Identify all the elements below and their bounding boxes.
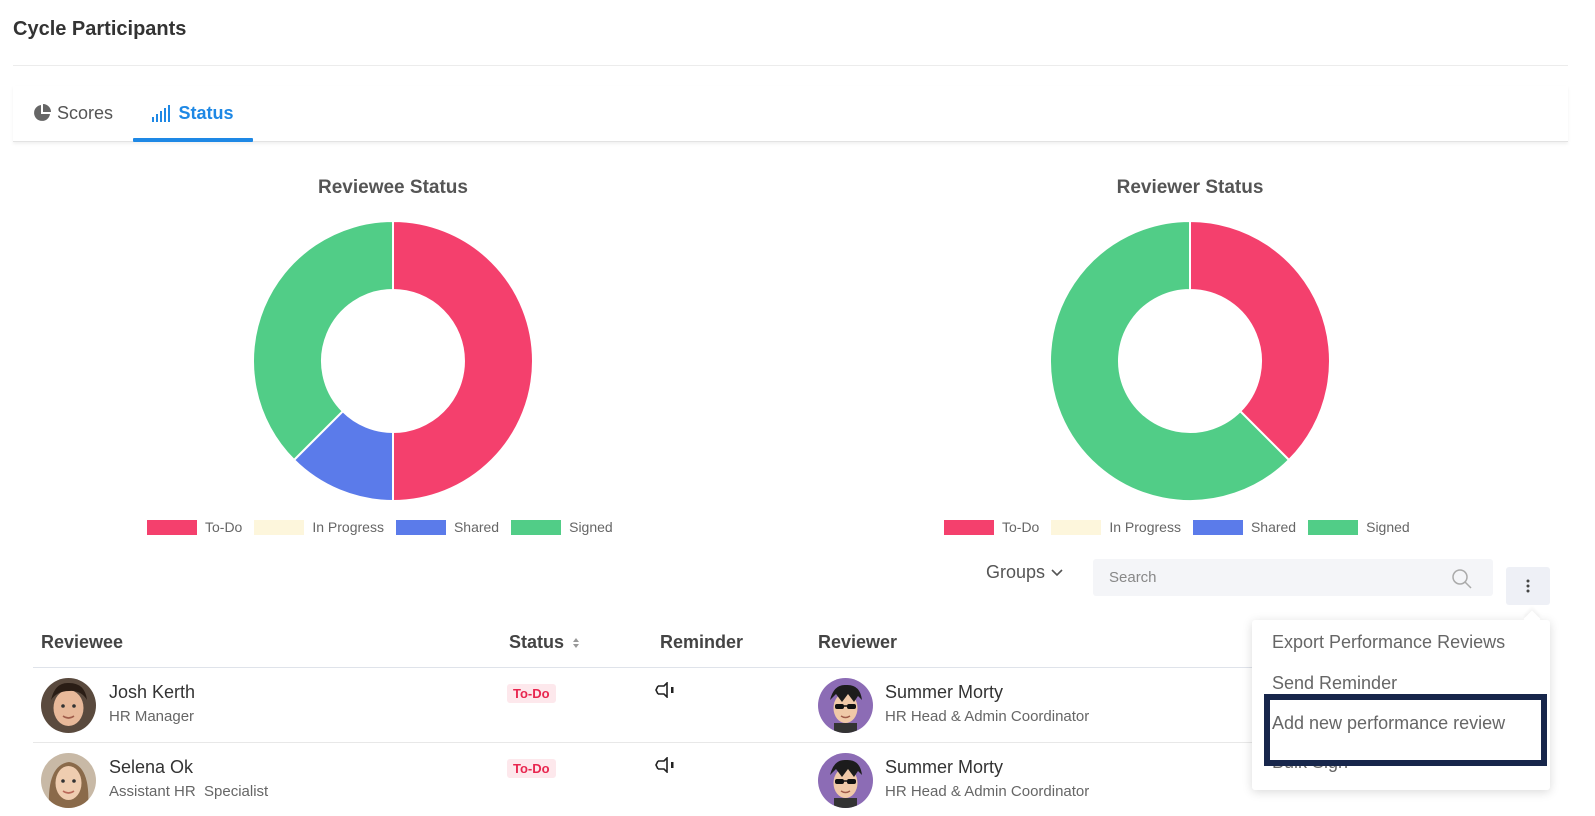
reviewer-avatar	[818, 753, 873, 808]
tab-scores[interactable]: Scores	[33, 86, 113, 140]
legend-swatch	[1308, 519, 1359, 535]
table-row: Josh Kerth HR Manager To-Do Summer Morty…	[33, 668, 1283, 743]
table-header-divider	[33, 667, 1283, 668]
slice-signed[interactable]	[252, 219, 394, 462]
reviewer-chart-legend: To-Do In Progress Shared Signed	[944, 519, 1422, 535]
header-reviewee: Reviewee	[41, 632, 124, 652]
row-divider	[33, 742, 1283, 743]
chevron-down-icon	[1051, 568, 1063, 576]
scrollbar[interactable]	[1567, 0, 1595, 816]
highlight-box	[1264, 694, 1547, 766]
status-badge: To-Do	[507, 759, 556, 778]
reminder-bell-icon[interactable]	[655, 757, 677, 773]
reviewer-chart-title: Reviewer Status	[1116, 177, 1264, 198]
reviewee-name[interactable]: Selena Ok	[109, 757, 194, 777]
legend-swatch	[1051, 519, 1102, 535]
legend-swatch	[1192, 519, 1243, 535]
reviewer-name[interactable]: Summer Morty	[885, 757, 1004, 777]
title-divider	[13, 65, 1568, 66]
legend-swatch	[395, 519, 446, 535]
reviewee-role: Assistant HR Specialist	[109, 783, 269, 800]
legend-swatch	[254, 519, 305, 535]
kebab-icon	[1526, 579, 1530, 593]
reminder-bell-icon[interactable]	[655, 682, 677, 698]
avatar	[41, 678, 96, 733]
legend-item-shared[interactable]: Shared	[1192, 519, 1297, 535]
status-badge: To-Do	[507, 684, 556, 703]
reviewer-avatar	[818, 678, 873, 733]
header-reviewer: Reviewer	[818, 632, 898, 652]
reviewer-role: HR Head & Admin Coordinator	[885, 783, 1090, 800]
legend-swatch	[147, 519, 197, 535]
search-box	[1093, 559, 1493, 596]
reviewee-name[interactable]: Josh Kerth	[109, 682, 196, 702]
tab-bar: Scores Status	[13, 86, 1568, 142]
groups-dropdown[interactable]: Groups	[986, 562, 1063, 583]
legend-label: Signed	[1366, 519, 1410, 535]
tab-status[interactable]: Status	[133, 86, 253, 142]
table-row: Selena Ok Assistant HR Specialist To-Do …	[33, 743, 1283, 816]
reviewee-chart-title: Reviewee Status	[318, 177, 468, 198]
legend-label: Shared	[1250, 519, 1297, 535]
sort-icon[interactable]	[572, 637, 580, 649]
tab-scores-label: Scores	[57, 102, 114, 123]
groups-label: Groups	[986, 562, 1046, 582]
more-actions-button[interactable]	[1506, 567, 1550, 605]
legend-label: Shared	[453, 519, 500, 535]
reviewer-status-donut	[1049, 219, 1331, 502]
legend-item-signed[interactable]: Signed	[511, 519, 613, 535]
header-status-label: Status	[509, 632, 565, 652]
menu-item-send-reminder[interactable]: Send Reminder	[1272, 673, 1398, 693]
reviewer-name[interactable]: Summer Morty	[885, 682, 1004, 702]
reviewee-role: HR Manager	[109, 708, 195, 725]
reviewer-role: HR Head & Admin Coordinator	[885, 708, 1090, 725]
slice-todo[interactable]	[1189, 219, 1331, 462]
legend-item-todo[interactable]: To-Do	[147, 519, 242, 535]
legend-item-signed[interactable]: Signed	[1308, 519, 1410, 535]
legend-label: In Progress	[1109, 519, 1181, 535]
legend-label: To-Do	[1002, 519, 1040, 535]
legend-item-shared[interactable]: Shared	[395, 519, 500, 535]
legend-label: Signed	[569, 519, 613, 535]
legend-label: To-Do	[205, 519, 243, 535]
menu-item-export[interactable]: Export Performance Reviews	[1272, 632, 1506, 652]
legend-item-todo[interactable]: To-Do	[944, 519, 1039, 535]
menu-item-add-review[interactable]: Add new performance review	[1272, 713, 1506, 733]
search-icon[interactable]	[1451, 568, 1473, 590]
slice-todo[interactable]	[392, 219, 534, 503]
page-title: Cycle Participants	[13, 18, 187, 40]
legend-item-in-progress[interactable]: In Progress	[1051, 519, 1181, 535]
reviewee-chart-legend: To-Do In Progress Shared Signed	[147, 519, 625, 535]
signal-bars-icon	[152, 105, 171, 122]
legend-label: In Progress	[312, 519, 384, 535]
avatar	[41, 753, 96, 808]
header-status[interactable]: Status	[509, 632, 580, 653]
reviewee-status-donut	[252, 219, 534, 503]
legend-swatch	[944, 519, 994, 535]
slice-signed[interactable]	[1049, 219, 1291, 502]
legend-swatch	[511, 519, 562, 535]
search-input[interactable]	[1093, 569, 1443, 586]
header-reminder: Reminder	[660, 632, 744, 652]
legend-item-in-progress[interactable]: In Progress	[254, 519, 384, 535]
pie-chart-icon	[34, 104, 51, 121]
tab-status-label: Status	[178, 102, 234, 123]
